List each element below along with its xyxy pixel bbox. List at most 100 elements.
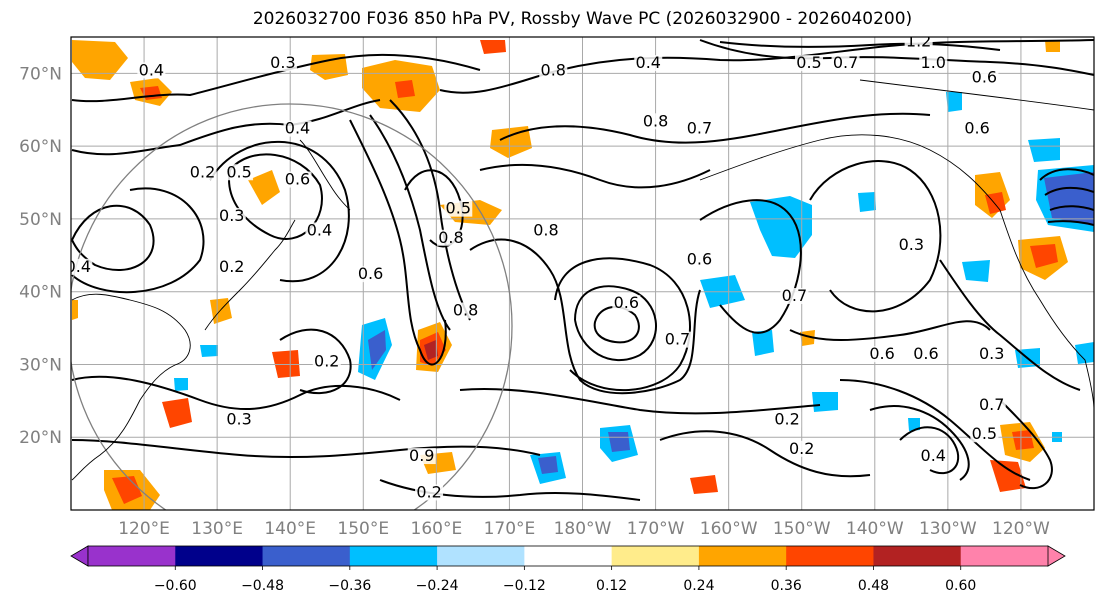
coastline-asia [71,293,191,481]
contour-label-background [436,229,465,246]
pv-contour [999,399,1053,490]
contour-label: 0.2 [774,410,799,429]
pv-contour [469,238,701,395]
contour-label-background [188,164,217,181]
contour-label: 0.3 [219,206,244,225]
coastline-kamchatka [299,139,351,211]
contour-label-background [444,200,473,217]
latitude-tick-label: 50°N [19,210,62,230]
longitude-tick-label: 170°E [484,519,536,539]
contour-label-background [897,237,926,254]
anomaly-fill [750,196,812,258]
pv-contour [71,53,481,103]
anomaly-fill [1044,172,1094,226]
contour-label: 0.4 [307,220,332,239]
contour-label: 0.6 [913,344,938,363]
contour-label-background [268,55,297,72]
pv-contour [71,99,381,156]
contour-label-background [970,426,999,443]
pv-contour [699,39,1094,76]
colorbar-swatch [698,546,787,566]
pv-contour [659,430,871,478]
latitude-tick-label: 40°N [19,283,62,303]
anomaly-fill [990,460,1026,492]
latitude-tick-label: 20°N [19,428,62,448]
longitude-tick-label: 120°W [992,519,1050,539]
pv-contour [593,306,640,344]
pv-contour [719,41,1001,51]
contour-label: 1.2 [906,31,931,50]
anomaly-fill [812,392,838,412]
anomaly-fill [946,92,962,112]
contour-label: 0.6 [614,293,639,312]
longitude-tick-label: 160°E [411,519,463,539]
contour-label: 0.5 [226,162,251,181]
colorbar-swatch [262,546,351,566]
contour-label: 0.6 [964,119,989,138]
contour-label-background [283,120,312,137]
coastline-alaska [699,134,1001,211]
contour-label: 0.3 [226,410,251,429]
contour-label-background [795,55,824,72]
anomaly-fill [962,260,990,282]
anomaly-fill [985,192,1006,214]
contour-label-background [919,448,948,465]
longitude-tick-label: 130°W [919,519,977,539]
colorbar-tick-label: 0.36 [771,578,802,594]
pv-contour [71,375,401,410]
contour-label: 0.8 [643,111,668,130]
contour-label-background [283,171,312,188]
longitude-tick-labels: 120°E 130°E 140°E 150°E 160°E 170°E 180°W 170°W… [118,519,1050,539]
pv-contour [789,320,991,341]
longitude-tick-label: 150°E [337,519,389,539]
anomaly-fill [72,300,78,320]
pv-contour [349,119,447,366]
contour-label: 0.2 [314,351,339,370]
contour-label-background [911,346,940,363]
contour-label: 0.6 [972,68,997,87]
contour-label: 0.2 [219,257,244,276]
pv-contour [279,328,352,395]
contour-label: 0.8 [541,60,566,79]
pv-contour [554,257,691,391]
pv-contour [574,285,657,361]
pv-contours [71,39,1094,501]
colorbar-tick-label: −0.12 [503,578,546,594]
contour-label-background [663,331,692,348]
anomaly-fill [1012,430,1034,450]
anomaly-fill [72,40,128,80]
colorbar-tick-label: 0.48 [858,578,889,594]
colorbar-swatch [524,546,613,566]
contour-label-background [312,353,341,370]
contour-label-background [685,251,714,268]
contour-label: 0.6 [358,264,383,283]
contour-label-background [612,295,641,312]
contour-label: 0.8 [438,228,463,247]
contour-label: 0.4 [285,119,310,138]
contour-label-background [225,411,254,428]
anomaly-fill [200,345,218,357]
pv-contour [71,187,205,294]
colorbar-tick-label: 0.24 [683,578,714,594]
contour-label: 0.2 [789,439,814,458]
colorbar: −0.60 −0.48 −0.36 −0.24 −0.12 0.12 0.24 0.36 0.4… [70,545,1066,594]
pv-contour [71,439,541,459]
contour-label: 0.2 [190,162,215,181]
anomaly-fill [1045,40,1060,52]
contour-label: 0.4 [66,257,91,276]
contour-label-background [970,69,999,86]
contour-label-background [137,62,166,79]
coastlines [71,79,1094,481]
anomaly-fill [174,378,188,391]
contour-labels: 0.2 0.4 0.3 0.4 0.5 0.6 0.4 0.3 0.2 0.4 0.6 0.2 0.3 0… [66,31,1006,501]
latitude-tick-label: 30°N [19,355,62,375]
contour-label: 0.9 [409,446,434,465]
pv-contour [809,160,942,313]
longitude-tick-label: 120°E [118,519,170,539]
pv-contour [839,379,1031,481]
contour-label-background [963,120,992,137]
colorbar-extend-low [70,545,89,567]
colorbar-tick-label: −0.24 [416,578,459,594]
pv-contour [459,388,821,415]
